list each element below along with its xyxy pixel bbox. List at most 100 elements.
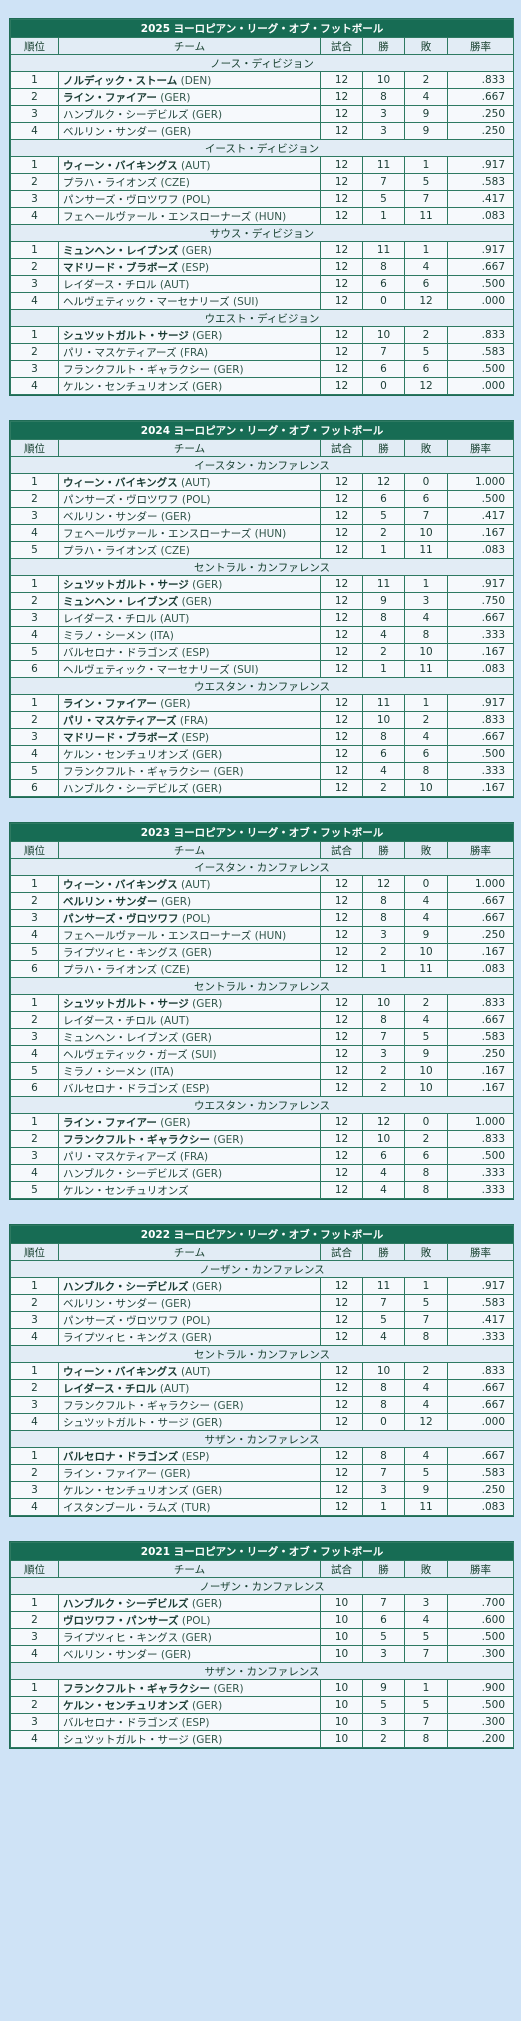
team-name[interactable]: フランクフルト・ギャラクシー (63, 1133, 210, 1146)
team-name[interactable]: フェヘールヴァール・エンスローナーズ (63, 929, 252, 942)
team-name[interactable]: パンサーズ・ヴロツワフ (63, 493, 179, 506)
team-name[interactable]: フランクフルト・ギャラクシー (63, 363, 210, 376)
team-name[interactable]: ウィーン・バイキングス (63, 878, 178, 891)
team-name[interactable]: フランクフルト・ギャラクシー (63, 1399, 210, 1412)
team-name[interactable]: ライン・ファイアー (63, 91, 157, 104)
team-name[interactable]: ミラノ・シーメン (63, 1065, 147, 1078)
team-name[interactable]: ライン・ファイアー (63, 1116, 157, 1129)
team-name[interactable]: ベルリン・サンダー (63, 1297, 158, 1310)
team-name[interactable]: ヘルヴェティック・ガーズ (63, 1048, 188, 1061)
games-cell: 12 (320, 1294, 363, 1312)
team-name[interactable]: ライン・ファイアー (63, 697, 157, 710)
pct-cell: .917 (446, 575, 515, 593)
table-row: 3 フランクフルト・ギャラクシー (GER) 12 6 6.500 (10, 360, 515, 378)
team-name[interactable]: ヘルヴェティック・マーセナリーズ (63, 663, 230, 676)
team-name[interactable]: シュツットガルト・サージ (63, 329, 189, 342)
team-name[interactable]: ベルリン・サンダー (63, 510, 158, 523)
team-name[interactable]: マドリード・ブラボーズ (63, 261, 178, 274)
team-name[interactable]: パリ・マスケティアーズ (63, 714, 177, 727)
games-cell: 12 (320, 1498, 363, 1516)
team-name[interactable]: シュツットガルト・サージ (63, 1416, 189, 1429)
team-name[interactable]: パリ・マスケティアーズ (63, 346, 177, 359)
games-cell: 12 (320, 1147, 363, 1165)
team-cell: パリ・マスケティアーズ (FRA) (58, 1147, 321, 1165)
team-name[interactable]: シュツットガルト・サージ (63, 1733, 189, 1746)
country-code: (ESP) (181, 1082, 210, 1095)
wins-cell: 11 (362, 694, 405, 712)
team-name[interactable]: ノルディック・ストーム (63, 74, 178, 87)
team-name[interactable]: ケルン・センチュリオンズ (63, 1699, 189, 1712)
team-name[interactable]: ケルン・センチュリオンズ (63, 748, 189, 761)
table-row: 6 バルセロナ・ドラゴンズ (ESP) 12 2 10.167 (10, 1079, 515, 1097)
pct-cell: .600 (446, 1611, 515, 1629)
team-name[interactable]: ライプツィヒ・キングス (63, 946, 179, 959)
team-name[interactable]: ベルリン・サンダー (63, 895, 158, 908)
team-name[interactable]: バルセロナ・ドラゴンズ (63, 1716, 179, 1729)
team-name[interactable]: ヴロツワフ・パンサーズ (63, 1614, 179, 1627)
team-name[interactable]: ケルン・センチュリオンズ (63, 1484, 189, 1497)
team-name[interactable]: ミュンヘン・レイブンズ (63, 244, 179, 257)
team-name[interactable]: ミュンヘン・レイブンズ (63, 1031, 179, 1044)
team-name[interactable]: プラハ・ライオンズ (63, 176, 158, 189)
team-name[interactable]: ハンブルク・シーデビルズ (63, 1280, 189, 1293)
team-name[interactable]: バルセロナ・ドラゴンズ (63, 1450, 179, 1463)
table-row: 4 シュツットガルト・サージ (GER) 12 0 12.000 (10, 1413, 515, 1431)
team-name[interactable]: フランクフルト・ギャラクシー (63, 1682, 210, 1695)
team-name[interactable]: ハンブルク・シーデビルズ (63, 782, 189, 795)
team-name[interactable]: パリ・マスケティアーズ (63, 1150, 177, 1163)
team-name[interactable]: レイダース・チロル (63, 612, 157, 625)
standings-table: 2024 ヨーロピアン・リーグ・オブ・フットボール 順位 チーム 試合勝敗勝率 イースタ… (9, 421, 515, 797)
team-cell: レイダース・チロル (AUT) (58, 1379, 321, 1397)
team-name[interactable]: パンサーズ・ヴロツワフ (63, 912, 179, 925)
team-cell: ライプツィヒ・キングス (GER) (58, 1628, 321, 1646)
wins-cell: 7 (362, 1594, 405, 1612)
team-name[interactable]: ウィーン・バイキングス (63, 1365, 178, 1378)
team-name[interactable]: シュツットガルト・サージ (63, 578, 189, 591)
team-name[interactable]: パンサーズ・ヴロツワフ (63, 1314, 179, 1327)
team-name[interactable]: マドリード・ブラボーズ (63, 731, 178, 744)
pct-cell: .583 (446, 173, 515, 191)
wins-cell: 3 (362, 122, 405, 140)
team-name[interactable]: フェヘールヴァール・エンスローナーズ (63, 210, 252, 223)
wins-cell: 4 (362, 1328, 405, 1346)
team-name[interactable]: ウィーン・バイキングス (63, 159, 178, 172)
team-name[interactable]: プラハ・ライオンズ (63, 963, 158, 976)
team-name[interactable]: ベルリン・サンダー (63, 125, 158, 138)
team-name[interactable]: ライプツィヒ・キングス (63, 1631, 179, 1644)
team-name[interactable]: ウィーン・バイキングス (63, 476, 178, 489)
team-name[interactable]: ミラノ・シーメン (63, 629, 147, 642)
standings-table: 2021 ヨーロピアン・リーグ・オブ・フットボール 順位 チーム 試合勝敗勝率 ノーザン… (9, 1542, 515, 1748)
table-row: 4 シュツットガルト・サージ (GER) 10 2 8.200 (10, 1730, 515, 1748)
team-name[interactable]: ライン・ファイアー (63, 1467, 157, 1480)
team-name[interactable]: レイダース・チロル (63, 1382, 157, 1395)
pct-cell: .583 (446, 1294, 515, 1312)
team-name[interactable]: ケルン・センチュリオンズ (63, 380, 189, 393)
team-cell: ベルリン・サンダー (GER) (58, 507, 321, 525)
losses-cell: 10 (404, 1062, 448, 1080)
team-name[interactable]: ハンブルク・シーデビルズ (63, 108, 189, 121)
team-name[interactable]: バルセロナ・ドラゴンズ (63, 646, 179, 659)
team-name[interactable]: ヘルヴェティック・マーセナリーズ (63, 295, 230, 308)
team-name[interactable]: プラハ・ライオンズ (63, 544, 158, 557)
team-name[interactable]: フランクフルト・ギャラクシー (63, 765, 210, 778)
team-name[interactable]: レイダース・チロル (63, 1014, 157, 1027)
team-cell: ケルン・センチュリオンズ (GER) (58, 745, 321, 763)
country-code: (FRA) (179, 346, 209, 359)
country-code: (GER) (192, 578, 223, 591)
team-name[interactable]: シュツットガルト・サージ (63, 997, 189, 1010)
team-name[interactable]: ハンブルク・シーデビルズ (63, 1167, 189, 1180)
table-row: 3 ベルリン・サンダー (GER) 12 5 7.417 (10, 507, 515, 525)
team-name[interactable]: ベルリン・サンダー (63, 1648, 158, 1661)
team-name[interactable]: イスタンブール・ラムズ (63, 1501, 178, 1514)
team-name[interactable]: ハンブルク・シーデビルズ (63, 1597, 189, 1610)
team-name[interactable]: フェヘールヴァール・エンスローナーズ (63, 527, 252, 540)
team-name[interactable]: バルセロナ・ドラゴンズ (63, 1082, 179, 1095)
team-name[interactable]: ライプツィヒ・キングス (63, 1331, 179, 1344)
team-name[interactable]: ケルン・センチュリオンズ (63, 1184, 189, 1197)
team-name[interactable]: ミュンヘン・レイブンズ (63, 595, 179, 608)
wins-cell: 10 (362, 994, 405, 1012)
team-name[interactable]: レイダース・チロル (63, 278, 157, 291)
wins-cell: 5 (362, 1311, 405, 1329)
games-header: 試合 (320, 439, 363, 457)
team-name[interactable]: パンサーズ・ヴロツワフ (63, 193, 179, 206)
